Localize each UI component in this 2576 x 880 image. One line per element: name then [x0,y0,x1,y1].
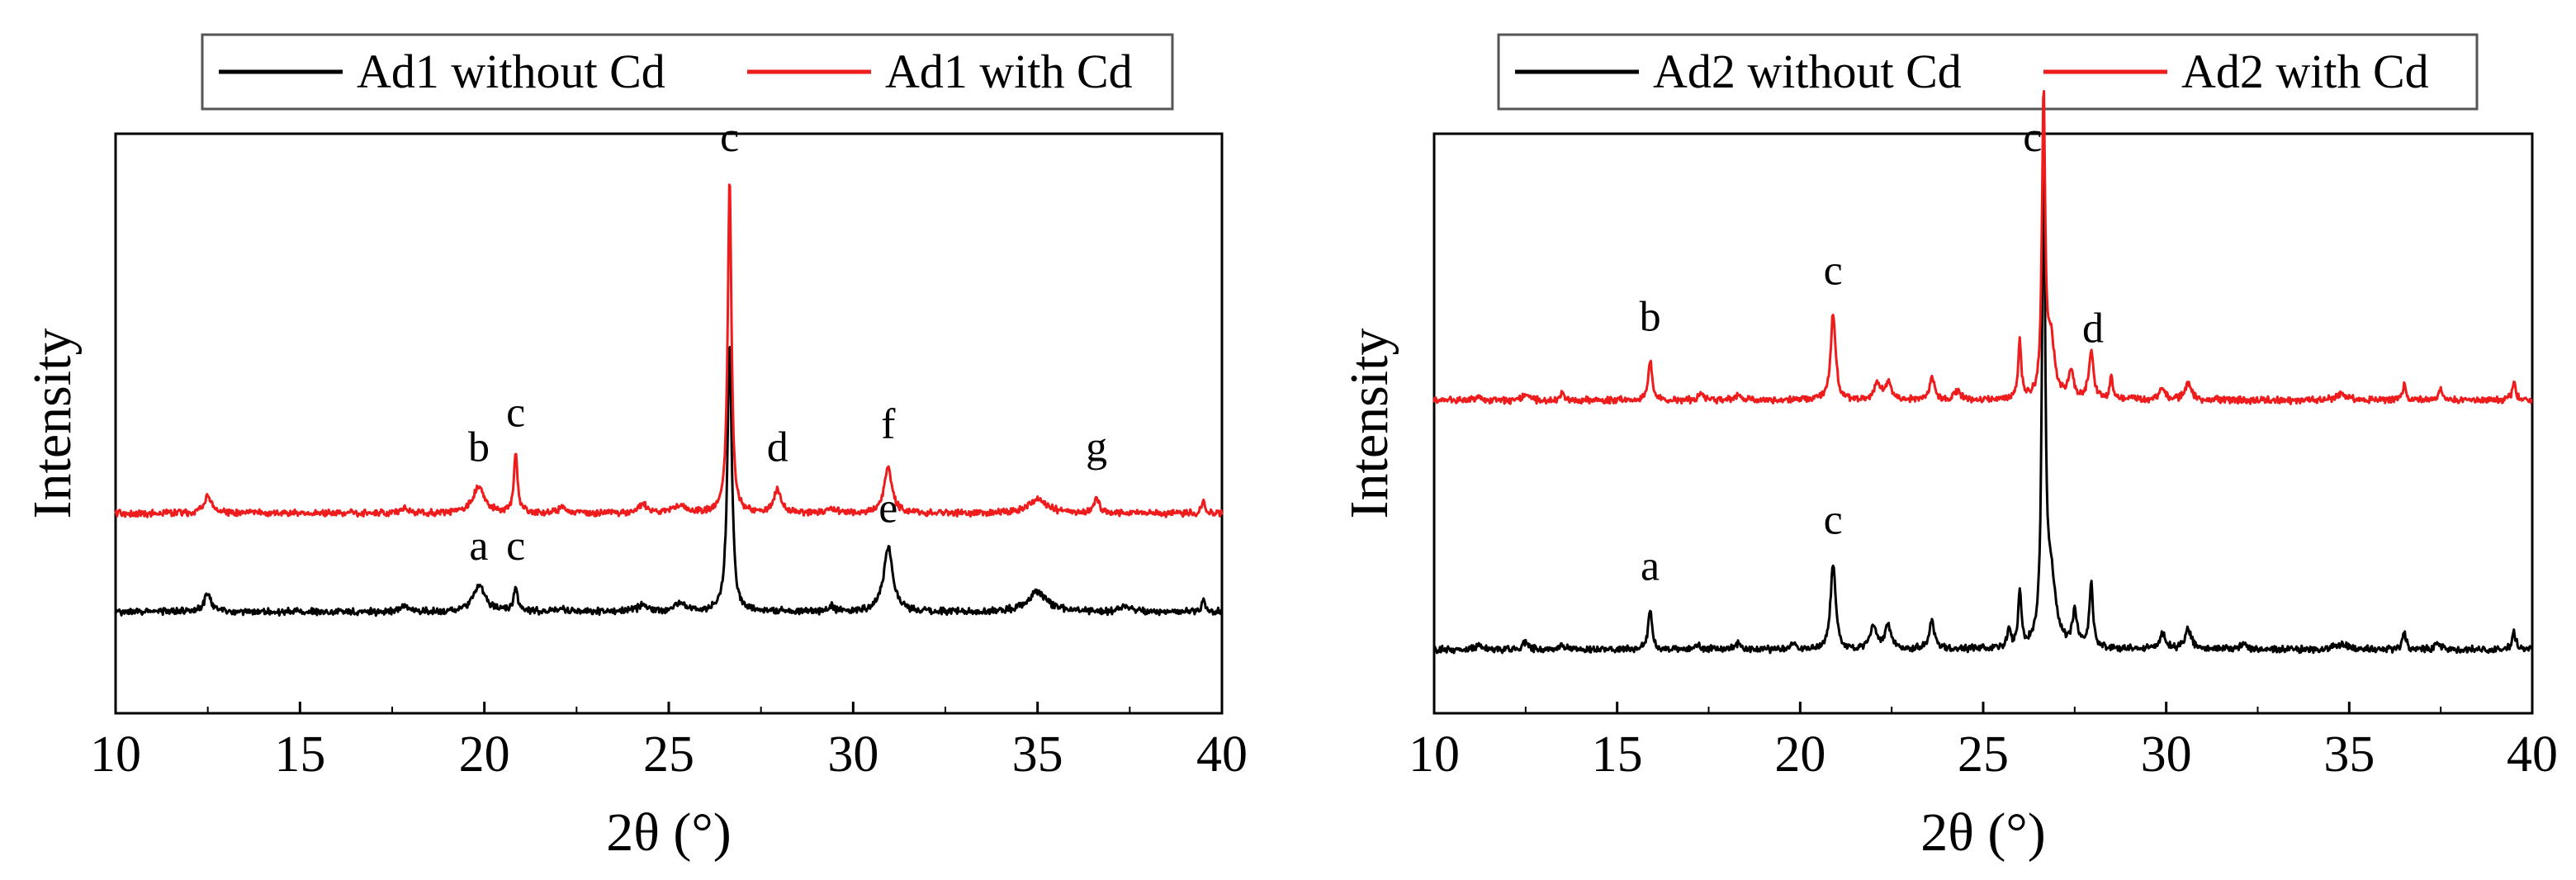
x-axis-title: 2θ (°) [1920,802,2045,863]
peak-annotation: c [1824,496,1843,543]
peak-annotation: a [1641,543,1660,590]
x-tick-label: 30 [827,726,878,783]
peak-annotation: c [720,114,739,161]
legend: Ad2 without Cd Ad2 with Cd [1497,33,2479,111]
x-tick-label: 15 [1592,726,1643,783]
x-tick-label: 30 [2141,726,2192,783]
series-line-2 [1432,90,2533,405]
x-tick-label: 40 [2507,726,2558,783]
series-line-2 [114,183,1224,518]
legend-box [201,33,1174,111]
legend-label-series-1: Ad1 without Cd [357,45,665,98]
peak-annotation: c [506,390,525,437]
annotation-layer: a c b c d c [1640,114,2104,589]
peak-annotation: c [1824,248,1843,295]
x-tick-label: 25 [643,726,694,783]
peak-annotation: c [2023,114,2042,161]
x-tick-label: 25 [1958,726,2009,783]
y-axis-title: Intensity [1339,329,1399,519]
plot-frame [114,132,1224,715]
x-tick-label: 35 [1012,726,1063,783]
peak-annotation: f [881,401,896,448]
x-tick-label: 15 [274,726,325,783]
legend: Ad1 without Cd Ad1 with Cd [201,33,1174,111]
peak-annotation: b [1640,294,1661,341]
series-layer [1432,90,2534,655]
y-axis-title: Intensity [22,329,83,519]
legend-label-series-2: Ad2 with Cd [2181,45,2429,98]
chart-panel-ad2: Ad2 without Cd Ad2 with Cd 10 15 20 25 30 35 4… [1339,33,2558,863]
chart-panel-ad1: Ad1 without Cd Ad1 with Cd 10 15 20 25 30 35 4… [22,33,1248,863]
legend-box [1497,33,2479,111]
x-axis-title: 2θ (°) [606,802,731,863]
x-tick-label: 40 [1196,726,1248,783]
x-tick-label: 35 [2323,726,2375,783]
x-axis: 10 15 20 25 30 35 40 [90,702,1248,783]
peak-annotation: b [468,424,490,471]
peak-annotation: d [767,424,788,471]
x-tick-label: 10 [1409,726,1460,783]
peak-annotation: a [469,523,488,570]
x-axis: 10 15 20 25 30 35 40 [1409,702,2558,783]
legend-label-series-1: Ad2 without Cd [1653,45,1962,98]
plot-frame [1432,132,2534,715]
x-tick-label: 20 [459,726,510,783]
x-tick-label: 20 [1774,726,1825,783]
series-line-1 [1432,148,2534,655]
peak-annotation: g [1086,424,1107,471]
series-layer [114,183,1224,617]
x-tick-label: 10 [90,726,141,783]
peak-annotation: d [2082,305,2104,352]
legend-label-series-2: Ad1 with Cd [885,45,1133,98]
peak-annotation: c [506,523,525,570]
series-line-1 [114,346,1223,617]
peak-annotation: e [878,485,897,532]
